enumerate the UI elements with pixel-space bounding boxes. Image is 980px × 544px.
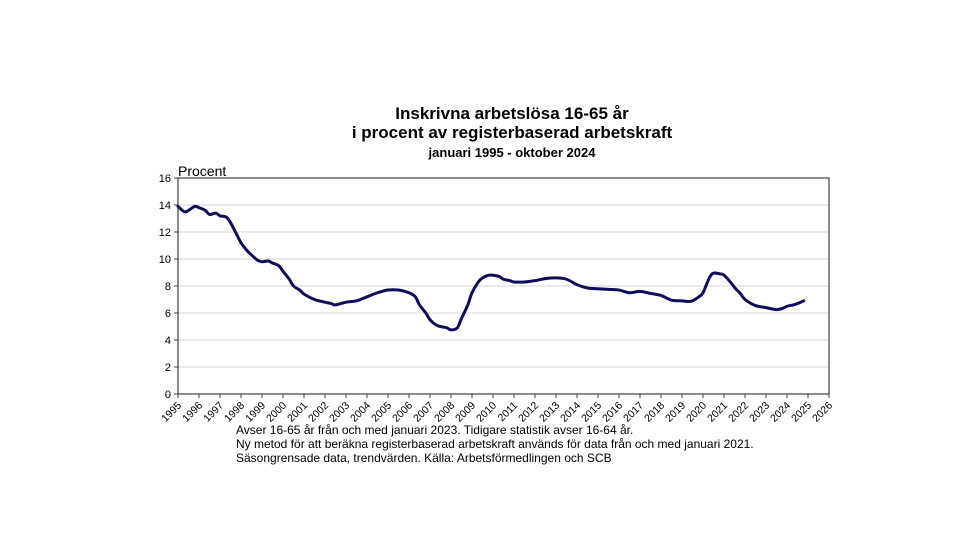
y-tick-label: 6: [165, 308, 171, 320]
unemployment-line: [176, 204, 806, 332]
x-tick-label: 2012: [516, 400, 541, 425]
x-tick-label: 2003: [327, 400, 352, 425]
x-tick-label: 1997: [201, 400, 226, 425]
y-tick-label: 2: [165, 362, 171, 374]
x-tick-label: 2014: [558, 400, 583, 425]
note-line-1: Avser 16-65 år från och med januari 2023…: [236, 423, 634, 437]
x-tick-label: 2025: [789, 400, 814, 425]
x-tick-label: 2018: [642, 400, 667, 425]
y-tick-label: 4: [165, 335, 171, 347]
x-tick-label: 2020: [684, 400, 709, 425]
note-line-3: Säsongrensade data, trendvärden. Källa: …: [236, 451, 612, 465]
x-tick-label: 1995: [159, 400, 184, 425]
x-tick-label: 1996: [180, 400, 205, 425]
x-tick-label: 2013: [537, 400, 562, 425]
chart-notes: Avser 16-65 år från och med januari 2023…: [236, 423, 754, 465]
x-tick-label: 1998: [222, 400, 247, 425]
y-tick-label: 8: [165, 281, 171, 293]
x-tick-label: 2006: [390, 400, 415, 425]
x-tick-label: 2011: [496, 400, 521, 425]
x-tick-label: 2000: [264, 400, 289, 425]
x-tick-label: 2008: [432, 400, 457, 425]
y-axis-label: Procent: [178, 163, 227, 179]
x-tick-label: 2021: [705, 400, 730, 425]
x-tick-label: 2010: [474, 400, 499, 425]
x-tick-label: 2022: [726, 400, 751, 425]
chart-subtitle: i procent av registerbaserad arbetskraft: [351, 123, 673, 142]
x-tick-label: 2001: [285, 400, 310, 425]
x-tick-label: 2023: [747, 400, 772, 425]
x-tick-label: 2002: [306, 400, 331, 425]
y-tick-label: 16: [159, 173, 171, 185]
x-tick-label: 2007: [411, 400, 436, 425]
x-tick-label: 2024: [768, 400, 793, 425]
x-tick-label: 2026: [810, 400, 835, 425]
y-tick-label: 14: [159, 200, 171, 212]
x-tick-label: 2019: [663, 400, 688, 425]
chart-title: Inskrivna arbetslösa 16-65 år: [395, 104, 629, 123]
x-tick-label: 2005: [369, 400, 394, 425]
chart-period: januari 1995 - oktober 2024: [428, 145, 596, 160]
y-tick-label: 0: [165, 389, 171, 401]
x-tick-label: 1999: [243, 400, 268, 425]
x-tick-label: 2016: [600, 400, 625, 425]
x-tick-label: 2015: [579, 400, 604, 425]
note-line-2: Ny metod för att beräkna registerbaserad…: [236, 437, 754, 451]
x-tick-label: 2009: [453, 400, 478, 425]
x-tick-label: 2004: [348, 400, 373, 425]
x-tick-label: 2017: [621, 400, 646, 425]
y-tick-label: 10: [159, 254, 171, 266]
y-tick-label: 12: [159, 227, 171, 239]
